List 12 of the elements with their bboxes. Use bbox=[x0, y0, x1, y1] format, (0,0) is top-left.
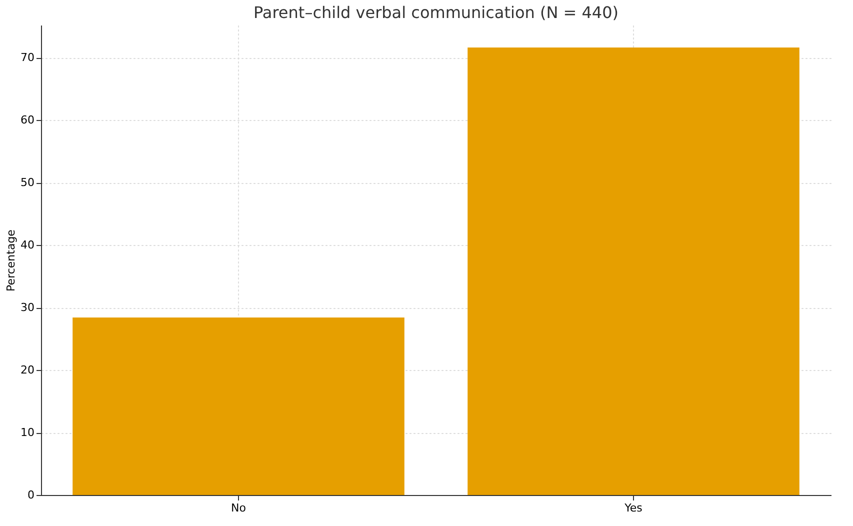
chart-title: Parent–child verbal communication (N = 440) bbox=[253, 3, 619, 22]
y-tick-label: 30 bbox=[20, 301, 34, 314]
y-tick-label: 20 bbox=[20, 364, 34, 376]
y-tick-label: 0 bbox=[28, 488, 34, 502]
x-tick-label: No bbox=[231, 502, 246, 514]
x-tick-label: Yes bbox=[624, 502, 643, 514]
y-tick-label: 10 bbox=[20, 426, 34, 439]
y-tick-label: 70 bbox=[20, 51, 34, 64]
y-tick-label: 50 bbox=[20, 176, 34, 189]
y-axis-title: Percentage bbox=[4, 229, 18, 292]
y-tick-label: 40 bbox=[20, 238, 34, 252]
y-tick-label: 60 bbox=[20, 114, 34, 126]
